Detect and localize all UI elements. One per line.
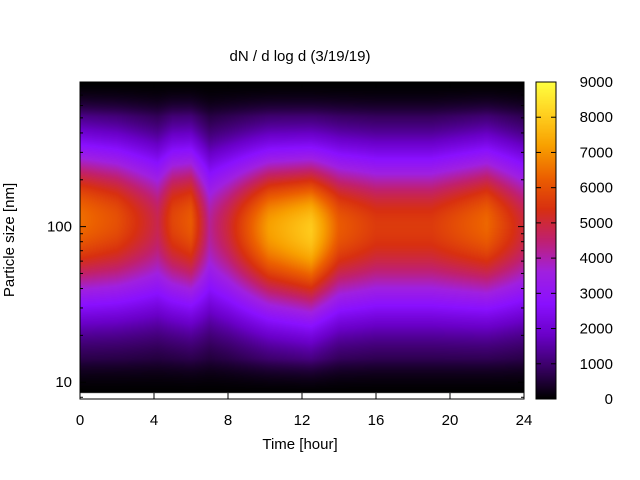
x-tick-label: 24	[516, 412, 533, 429]
x-tick-label: 16	[368, 412, 385, 429]
colorbar-tick-label: 6000	[580, 180, 613, 197]
x-tick-label: 8	[224, 412, 232, 429]
colorbar-tick-label: 2000	[580, 321, 613, 338]
y-tick-label: 10	[55, 374, 72, 391]
colorbar-ticks: 0 1000 2000 3000 4000 5000 6000 7000 8000 9000	[536, 74, 613, 408]
chart-title: dN / d log d (3/19/19)	[230, 48, 371, 65]
plot-area	[79, 81, 525, 400]
x-tick-label: 12	[294, 412, 311, 429]
colorbar: 0 1000 2000 3000 4000 5000 6000 7000 8000 9000	[535, 74, 613, 408]
colorbar-tick-label: 3000	[580, 285, 613, 302]
x-axis-label: Time [hour]	[262, 436, 337, 453]
colorbar-tick-label: 0	[605, 391, 613, 408]
x-axis: 0 4 8 12 16 20 24	[76, 82, 533, 429]
colorbar-tick-label: 4000	[580, 250, 613, 267]
colorbar-frame	[535, 81, 557, 400]
colorbar-image	[536, 82, 556, 399]
x-tick-label: 4	[150, 412, 158, 429]
heatmap-image	[80, 82, 524, 399]
y-axis: 10 100	[47, 85, 524, 398]
colorbar-tick-label: 7000	[580, 144, 613, 161]
y-axis-label: Particle size [nm]	[1, 183, 18, 297]
x-tick-label: 20	[442, 412, 459, 429]
colorbar-tick-label: 8000	[580, 109, 613, 126]
colorbar-tick-label: 1000	[580, 356, 613, 373]
y-tick-label: 100	[47, 219, 72, 236]
x-tick-label: 0	[76, 412, 84, 429]
colorbar-tick-label: 9000	[580, 74, 613, 91]
colorbar-tick-label: 5000	[580, 215, 613, 232]
